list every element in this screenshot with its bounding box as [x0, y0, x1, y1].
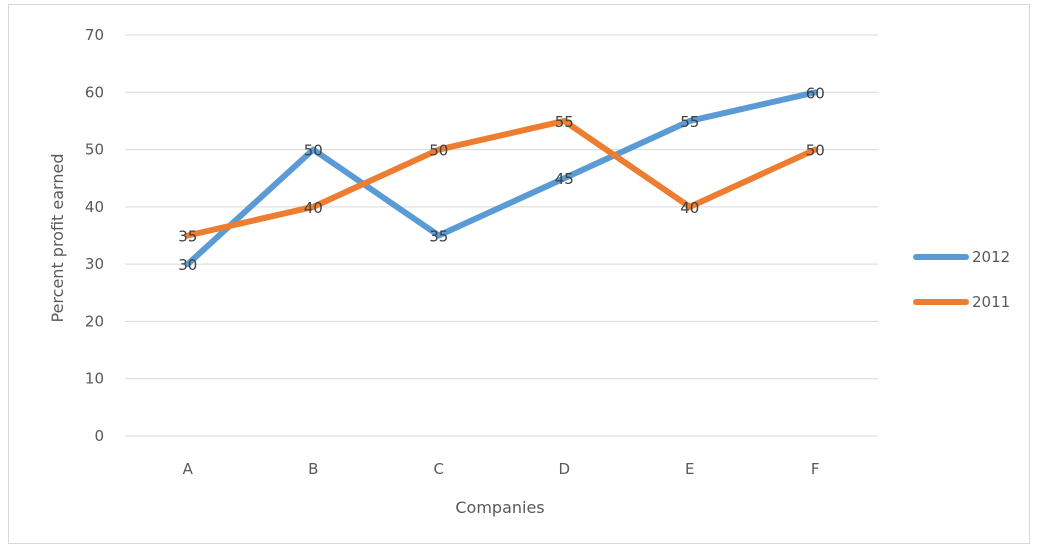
x-tick-label: D	[558, 460, 570, 478]
series-line-2012	[184, 89, 819, 268]
series-line-2011	[184, 117, 819, 239]
legend-label: 2012	[972, 248, 1010, 266]
data-label: 40	[304, 199, 323, 217]
legend-label: 2011	[972, 293, 1010, 311]
y-tick-label: 50	[85, 141, 104, 159]
data-labels: 30 50 35 45 55 60 35 40 50 55 40 50	[178, 84, 825, 274]
y-tick-label: 20	[85, 312, 104, 330]
series-lines	[184, 89, 819, 268]
y-tick-label: 30	[85, 255, 104, 273]
chart-frame	[8, 4, 1030, 544]
y-tick-label: 70	[85, 26, 104, 44]
data-label: 60	[806, 84, 825, 102]
gridlines	[125, 34, 878, 437]
x-tick-label: F	[811, 460, 820, 478]
data-label: 50	[806, 142, 825, 160]
y-axis-title: Percent profit earned	[48, 154, 67, 323]
legend: 2012 2011	[913, 248, 1010, 311]
x-axis-title: Companies	[455, 498, 544, 517]
y-axis-ticks: 0 10 20 30 40 50 60 70	[85, 26, 104, 445]
y-tick-label: 40	[85, 198, 104, 216]
y-tick-label: 0	[94, 427, 104, 445]
x-tick-label: B	[308, 460, 318, 478]
data-label: 55	[680, 113, 699, 131]
data-label: 35	[429, 228, 448, 246]
data-label: 45	[555, 170, 574, 188]
x-axis-ticks: A B C D E F	[183, 460, 820, 478]
data-label: 50	[304, 142, 323, 160]
data-label: 50	[429, 142, 448, 160]
y-tick-label: 10	[85, 370, 104, 388]
data-label: 55	[555, 113, 574, 131]
data-label: 30	[178, 256, 197, 274]
data-label: 40	[680, 199, 699, 217]
y-tick-label: 60	[85, 83, 104, 101]
data-label: 35	[178, 228, 197, 246]
x-tick-label: A	[183, 460, 194, 478]
x-tick-label: E	[685, 460, 694, 478]
x-tick-label: C	[434, 460, 444, 478]
